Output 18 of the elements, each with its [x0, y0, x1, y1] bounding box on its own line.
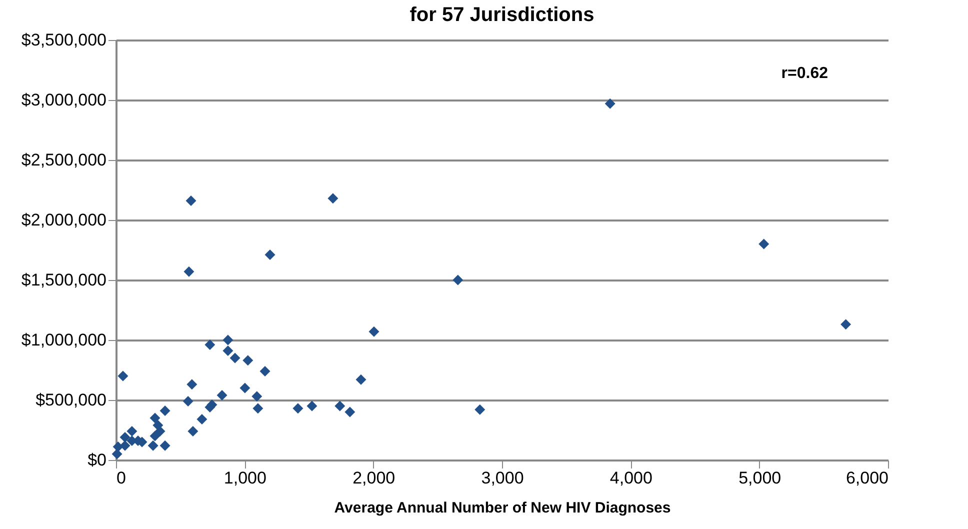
y-tick-label: $1,000,000: [21, 330, 106, 350]
y-tick-label: $2,500,000: [21, 150, 106, 170]
y-tick-label: $3,000,000: [21, 90, 106, 110]
y-tick-label: $2,000,000: [21, 210, 106, 230]
annotation: r=0.62: [781, 65, 828, 82]
x-tick-label: 3,000: [481, 468, 524, 488]
x-tick-label: 5,000: [738, 468, 782, 488]
y-tick-label: $500,000: [36, 390, 106, 410]
x-tick-label: 2,000: [352, 468, 396, 488]
x-tick-label: 6,000: [846, 468, 888, 488]
x-tick-label: 1,000: [224, 468, 266, 488]
y-tick-label: $3,500,000: [21, 30, 106, 50]
x-tick-label: 0: [116, 468, 126, 488]
x-axis-title: Average Annual Number of New HIV Diagnoses: [334, 500, 671, 516]
y-tick-label: $0: [88, 450, 106, 470]
chart-title: for 57 Jurisdictions: [410, 4, 594, 26]
x-tick-label: 4,000: [610, 468, 652, 488]
y-tick-label: $1,500,000: [21, 270, 106, 290]
